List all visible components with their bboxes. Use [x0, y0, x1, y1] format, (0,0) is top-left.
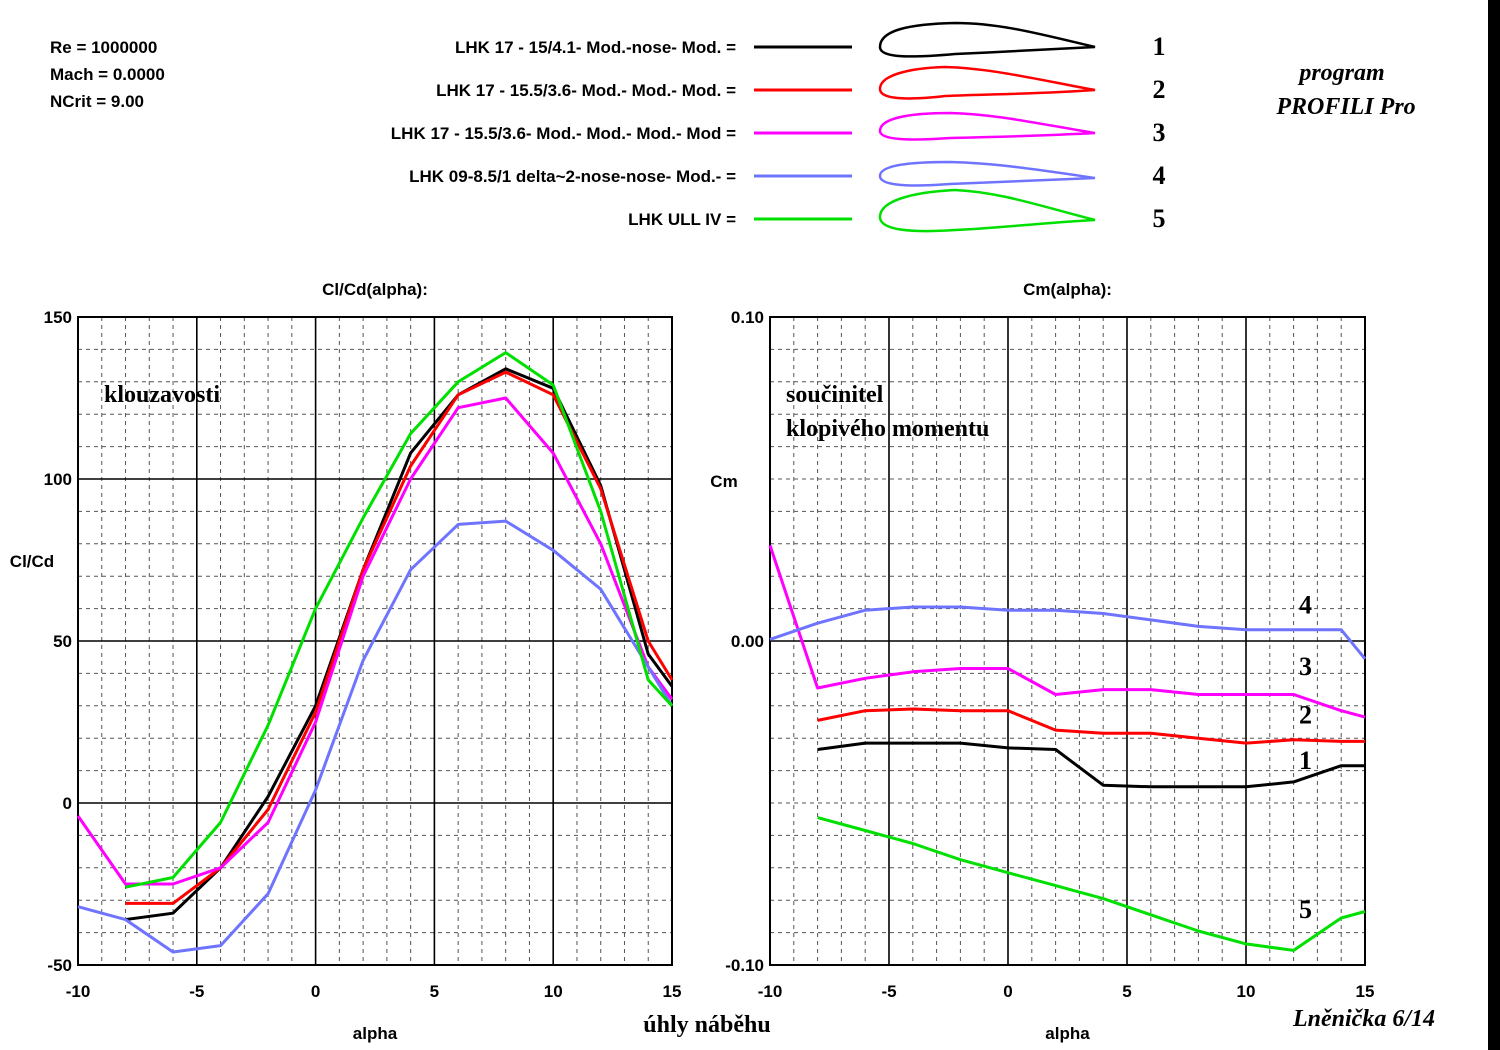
x-tick-label: 0: [1003, 982, 1012, 1001]
series-number-label: 5: [1299, 895, 1312, 924]
series-number-label: 4: [1299, 590, 1312, 619]
legend-number: 1: [1153, 32, 1166, 61]
right-edge-bar: [1488, 0, 1500, 1050]
y-tick-label: 100: [44, 470, 72, 489]
x-tick-label: 10: [544, 982, 563, 1001]
airfoil-shape-icon: [878, 21, 1096, 58]
author-note: Lněnička 6/14: [1292, 1006, 1435, 1032]
legend-label: LHK ULL IV =: [628, 210, 736, 229]
series-line-3: [76, 396, 674, 886]
x-tick-label: -10: [758, 982, 783, 1001]
legend-item: LHK 09-8.5/1 delta~2-nose-nose- Mod.- = 4: [409, 160, 1166, 190]
airfoil-shape-icon: [878, 160, 1096, 187]
legend-number: 5: [1153, 204, 1166, 233]
x-tick-label: 15: [1356, 982, 1375, 1001]
series-line-4: [769, 605, 1367, 660]
y-tick-label: 150: [44, 308, 72, 327]
series-line-2: [817, 707, 1365, 745]
airfoil-shape-icon: [878, 65, 1096, 100]
plot-frame: [77, 316, 673, 966]
legend-label: LHK 17 - 15/4.1- Mod.-nose- Mod. =: [455, 38, 736, 57]
x-tick-label: -10: [66, 982, 91, 1001]
series-line-5: [817, 816, 1366, 952]
series-number-label: 1: [1299, 746, 1312, 775]
y-tick-label: 0.10: [731, 308, 764, 327]
x-tick-label: 5: [1122, 982, 1131, 1001]
legend-number: 4: [1153, 161, 1166, 190]
y-axis-label: Cl/Cd: [10, 552, 54, 571]
program-name: PROFILI Pro: [1275, 94, 1415, 120]
legend-item: LHK ULL IV = 5: [628, 188, 1166, 233]
x-tick-label: -5: [881, 982, 896, 1001]
airfoil-shape-icon: [878, 188, 1096, 233]
param-mach: Mach = 0.0000: [50, 65, 165, 84]
legend-label: LHK 17 - 15.5/3.6- Mod.- Mod.- Mod.- Mod…: [391, 124, 736, 143]
x-tick-label: 10: [1237, 982, 1256, 1001]
legend-item: LHK 17 - 15.5/3.6- Mod.- Mod.- Mod. = 2: [436, 65, 1166, 104]
y-tick-label: -0.10: [725, 956, 764, 975]
series-number-label: 2: [1299, 701, 1312, 730]
legend-label: LHK 09-8.5/1 delta~2-nose-nose- Mod.- =: [409, 167, 736, 186]
series-number-label: 3: [1299, 652, 1312, 681]
series-line-4: [77, 519, 674, 954]
plot-frame: [769, 316, 1366, 966]
clcd-chart: -10 -5 0 5 10 15-50050100150Cl/Cd(alpha):alph…: [10, 280, 682, 1043]
chart-title: Cl/Cd(alpha):: [322, 280, 428, 299]
legend-number: 3: [1153, 118, 1166, 147]
x-axis-label: alpha: [1045, 1024, 1090, 1043]
x-tick-label: 5: [430, 982, 439, 1001]
y-tick-label: -50: [47, 956, 72, 975]
param-ncrit: NCrit = 9.00: [50, 92, 144, 111]
legend-label: LHK 17 - 15.5/3.6- Mod.- Mod.- Mod. =: [436, 81, 736, 100]
legend-item: LHK 17 - 15.5/3.6- Mod.- Mod.- Mod.- Mod…: [391, 111, 1166, 147]
chart-annotation: součinitel: [786, 382, 884, 408]
y-axis-label: Cm: [710, 472, 737, 491]
cm-chart: -10 -5 0 5 10 15-0.100.000.10Cm(alpha):alphaC…: [710, 280, 1374, 1043]
legend-number: 2: [1153, 75, 1166, 104]
y-tick-label: 0.00: [731, 632, 764, 651]
y-tick-label: 50: [53, 632, 72, 651]
chart-annotation: klouzavosti: [104, 382, 220, 408]
program-label: program: [1297, 60, 1384, 86]
airfoil-shape-icon: [878, 111, 1096, 141]
y-tick-label: 0: [63, 794, 72, 813]
series-line-5: [125, 351, 674, 889]
chart-annotation: klopivého momentu: [786, 416, 989, 442]
angle-of-attack-note: úhly náběhu: [643, 1012, 770, 1038]
x-tick-label: 15: [663, 982, 682, 1001]
series-line-3: [768, 544, 1366, 719]
x-tick-label: 0: [311, 982, 320, 1001]
param-re: Re = 1000000: [50, 38, 157, 57]
series-line-1: [817, 741, 1365, 789]
flow-params: Re = 1000000 Mach = 0.0000 NCrit = 9.00: [50, 38, 165, 111]
x-axis-label: alpha: [353, 1024, 398, 1043]
legend-item: LHK 17 - 15/4.1- Mod.-nose- Mod. = 1: [455, 21, 1166, 61]
x-tick-label: -5: [189, 982, 204, 1001]
chart-title: Cm(alpha):: [1023, 280, 1112, 299]
